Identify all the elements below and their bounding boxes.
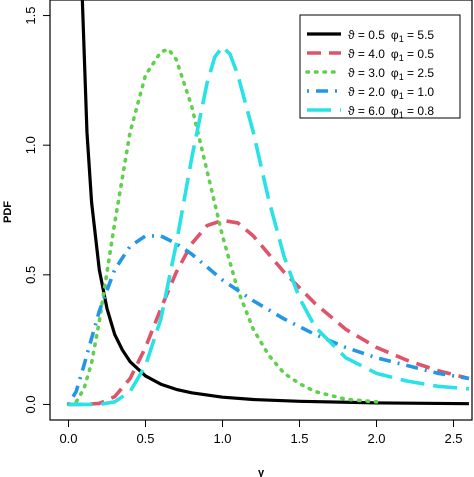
legend-phi-sub: 1 bbox=[399, 72, 404, 82]
plot-frame bbox=[49, 0, 473, 421]
x-tick-label: 0.5 bbox=[136, 431, 154, 446]
legend-theta: ϑ = 2.0 bbox=[348, 85, 385, 99]
axis-ticks: 0.0 0.5 1.0 1.5 2.0 2.5 0.0 0.5 1.0 1.5 bbox=[23, 7, 463, 446]
legend-phi: φ bbox=[391, 66, 399, 80]
legend-phi-sub: 1 bbox=[399, 110, 404, 120]
legend-entry-3: ϑ = 3.0 φ1 = 2.5 bbox=[348, 66, 434, 82]
legend-theta: ϑ = 4.0 bbox=[348, 47, 385, 61]
y-tick-label: 1.5 bbox=[23, 7, 38, 25]
legend-phi: φ bbox=[391, 47, 399, 61]
y-tick-label: 0.0 bbox=[23, 395, 38, 413]
legend-phi: φ bbox=[391, 28, 399, 42]
x-tick-label: 1.5 bbox=[290, 431, 308, 446]
legend-phi-value: = 0.5 bbox=[404, 47, 435, 61]
x-tick-label: 2.5 bbox=[444, 431, 462, 446]
legend-phi-value: = 2.5 bbox=[404, 66, 435, 80]
legend-entry-2: ϑ = 4.0 φ1 = 0.5 bbox=[348, 47, 434, 63]
legend-theta: ϑ = 6.0 bbox=[348, 104, 385, 118]
series-line-2 bbox=[68, 218, 470, 407]
legend-entry-5: ϑ = 6.0 φ1 = 0.8 bbox=[348, 104, 434, 120]
legend-phi-value: = 1.0 bbox=[404, 85, 435, 99]
series-line-1 bbox=[80, 0, 469, 406]
x-axis-title: y bbox=[258, 467, 265, 477]
legend-phi: φ bbox=[391, 85, 399, 99]
legend-phi-value: = 0.8 bbox=[404, 104, 435, 118]
legend-phi: φ bbox=[391, 104, 399, 118]
x-tick-label: 0.0 bbox=[59, 431, 77, 446]
legend-entry-4: ϑ = 2.0 φ1 = 1.0 bbox=[348, 85, 434, 101]
legend-theta: ϑ = 3.0 bbox=[348, 66, 385, 80]
y-tick-label: 1.0 bbox=[23, 136, 38, 154]
series-layer bbox=[66, 0, 470, 407]
legend-phi-sub: 1 bbox=[399, 91, 404, 101]
legend-phi-value: = 5.5 bbox=[404, 28, 435, 42]
legend-box bbox=[299, 14, 461, 119]
series-line-3 bbox=[66, 47, 379, 407]
legend-swatches bbox=[305, 32, 343, 112]
legend-entry-1: ϑ = 0.5 φ1 = 5.5 bbox=[348, 28, 434, 44]
legend-theta: ϑ = 0.5 bbox=[348, 28, 385, 42]
y-tick-label: 0.5 bbox=[23, 266, 38, 284]
legend: ϑ = 0.5 φ1 = 5.5 ϑ = 4.0 φ1 = 0.5 ϑ = 3.0 φ… bbox=[299, 14, 461, 120]
series-line-4 bbox=[66, 234, 470, 406]
y-axis-title: PDF bbox=[2, 201, 14, 223]
x-tick-label: 1.0 bbox=[213, 431, 231, 446]
legend-phi-sub: 1 bbox=[399, 34, 404, 44]
legend-phi-sub: 1 bbox=[399, 53, 404, 63]
x-tick-label: 2.0 bbox=[367, 431, 385, 446]
series-line-5 bbox=[68, 44, 470, 407]
